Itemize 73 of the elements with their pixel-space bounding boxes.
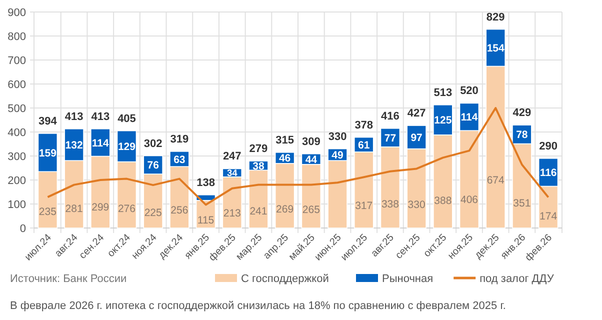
total-label: 279 [249, 143, 268, 156]
data-label: 269 [276, 204, 294, 216]
legend-label: Рыночная [382, 273, 434, 285]
data-label: 116 [540, 167, 557, 180]
total-label: 416 [381, 110, 400, 122]
data-label: 114 [92, 137, 110, 150]
data-label: 265 [302, 204, 320, 216]
data-label: 225 [144, 206, 162, 219]
data-label: 125 [434, 114, 452, 127]
data-label: 132 [65, 140, 83, 152]
data-label: 338 [381, 198, 400, 211]
data-label: 78 [516, 129, 528, 142]
total-label: 513 [434, 86, 452, 99]
total-label: 413 [64, 110, 84, 123]
data-label: 213 [223, 208, 242, 220]
total-label: 378 [354, 119, 374, 132]
legend-label: С господдержкой [241, 273, 329, 285]
total-label: 290 [539, 140, 558, 152]
total-label: 319 [170, 133, 189, 146]
data-label: 63 [174, 154, 186, 166]
data-label: 235 [38, 206, 57, 218]
data-label: 154 [486, 42, 505, 55]
total-label: 309 [302, 136, 320, 148]
data-label: 674 [486, 174, 505, 186]
total-label: 405 [118, 112, 136, 125]
text: В феврале 2026 г. ипотека с господдержкой снизилась на 18% по сравнению с февралем 2025 г. [10, 300, 506, 312]
y-tick-label: 800 [8, 31, 26, 43]
data-label: 129 [118, 141, 136, 154]
data-label: 317 [355, 200, 373, 212]
total-label: 315 [276, 134, 294, 146]
total-label: 520 [460, 85, 478, 98]
y-tick-label: 500 [8, 103, 26, 115]
total-label: 427 [407, 108, 426, 120]
data-label: 114 [460, 112, 478, 124]
total-label: 302 [144, 138, 162, 150]
data-label: 281 [65, 202, 83, 215]
data-label: 241 [250, 206, 268, 218]
y-tick-label: 0 [20, 223, 26, 235]
y-tick-label: 700 [8, 55, 26, 67]
y-tick-label: 300 [8, 151, 26, 163]
total-label: 138 [196, 176, 215, 189]
data-label: 61 [358, 139, 370, 152]
data-label: 299 [92, 201, 110, 214]
data-label: 49 [332, 149, 344, 162]
y-tick-label: 600 [8, 79, 26, 91]
data-label: 46 [278, 152, 291, 165]
data-label: 76 [147, 160, 160, 172]
data-label: 174 [540, 210, 558, 222]
total-label: 413 [91, 110, 110, 123]
data-label: 77 [384, 132, 396, 144]
data-label: 256 [170, 204, 188, 217]
legend-label: под залог ДДУ [480, 273, 555, 285]
total-label: 429 [512, 107, 532, 120]
data-label: 351 [513, 198, 531, 210]
data-label: 388 [434, 195, 452, 208]
text: Источник: Банк России [10, 273, 127, 285]
data-label: 115 [197, 214, 214, 227]
y-tick-label: 900 [8, 7, 26, 19]
total-label: 829 [486, 11, 505, 24]
data-label: 44 [305, 154, 318, 166]
data-label: 34 [226, 168, 238, 178]
y-tick-label: 200 [8, 175, 26, 187]
total-label: 247 [222, 150, 242, 163]
y-tick-label: 100 [8, 199, 26, 211]
data-label: 276 [118, 203, 136, 216]
data-label: 97 [410, 132, 423, 144]
y-tick-label: 400 [8, 127, 26, 139]
total-label: 330 [328, 130, 347, 143]
data-label: 406 [460, 194, 478, 206]
total-label: 394 [38, 115, 58, 128]
data-label: 159 [38, 147, 57, 160]
data-label: 38 [252, 160, 264, 172]
data-label: 330 [408, 199, 426, 212]
